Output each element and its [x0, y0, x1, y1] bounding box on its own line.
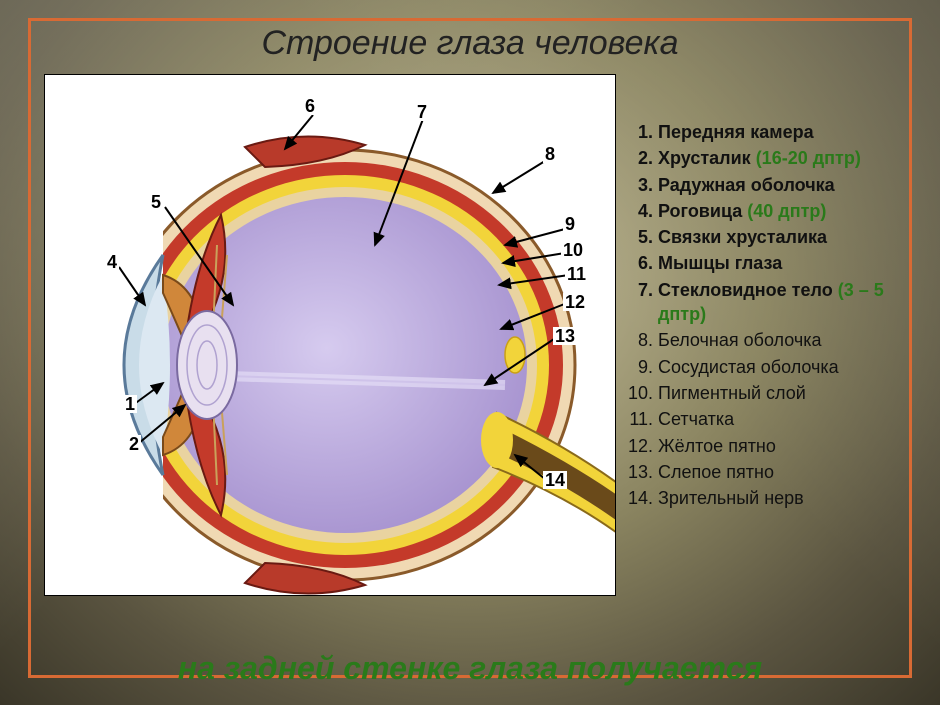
num-label-1: 1 — [123, 395, 137, 413]
slide-title: Строение глаза человека — [0, 24, 940, 63]
legend-item-9: Сосудистая оболочка — [658, 355, 920, 379]
num-label-6: 6 — [303, 97, 317, 115]
legend-item-11: Сетчатка — [658, 407, 920, 431]
num-label-10: 10 — [561, 241, 585, 259]
legend-item-5: Связки хрусталика — [658, 225, 920, 249]
legend-label: Зрительный нерв — [658, 488, 804, 508]
num-label-13: 13 — [553, 327, 577, 345]
legend-label: Передняя камера — [658, 122, 814, 142]
slide-stage: Строение глаза человека — [0, 0, 940, 705]
legend-item-7: Стекловидное тело (3 – 5 дптр) — [658, 278, 920, 327]
num-label-8: 8 — [543, 145, 557, 163]
num-label-14: 14 — [543, 471, 567, 489]
legend-item-8: Белочная оболочка — [658, 328, 920, 352]
num-label-9: 9 — [563, 215, 577, 233]
legend: Передняя камера Хрусталик (16-20 дптр) Рад… — [630, 120, 920, 512]
legend-note: (40 дптр) — [747, 201, 826, 221]
legend-item-14: Зрительный нерв — [658, 486, 920, 510]
legend-label: Пигментный слой — [658, 383, 806, 403]
legend-label: Связки хрусталика — [658, 227, 827, 247]
legend-item-1: Передняя камера — [658, 120, 920, 144]
num-label-2: 2 — [127, 435, 141, 453]
num-label-5: 5 — [149, 193, 163, 211]
legend-item-12: Жёлтое пятно — [658, 434, 920, 458]
legend-label: Сосудистая оболочка — [658, 357, 839, 377]
legend-label: Роговица — [658, 201, 742, 221]
num-label-11: 11 — [565, 265, 588, 283]
blind-spot — [481, 412, 513, 468]
legend-label: Белочная оболочка — [658, 330, 822, 350]
legend-item-3: Радужная оболочка — [658, 173, 920, 197]
legend-label: Стекловидное тело — [658, 280, 833, 300]
legend-label: Слепое пятно — [658, 462, 774, 482]
num-label-12: 12 — [563, 293, 587, 311]
legend-label: Хрусталик — [658, 148, 751, 168]
legend-label: Жёлтое пятно — [658, 436, 776, 456]
legend-note: (16-20 дптр) — [756, 148, 861, 168]
bottom-caption: на задней стенке глаза получается — [0, 650, 940, 687]
legend-label: Сетчатка — [658, 409, 734, 429]
legend-item-2: Хрусталик (16-20 дптр) — [658, 146, 920, 170]
legend-label: Мышцы глаза — [658, 253, 782, 273]
num-label-4: 4 — [105, 253, 119, 271]
eye-diagram: 124567891011121314 — [44, 74, 616, 596]
macula — [505, 337, 525, 373]
lens — [177, 311, 237, 419]
legend-item-13: Слепое пятно — [658, 460, 920, 484]
num-label-7: 7 — [415, 103, 429, 121]
legend-item-4: Роговица (40 дптр) — [658, 199, 920, 223]
legend-label: Радужная оболочка — [658, 175, 835, 195]
legend-item-10: Пигментный слой — [658, 381, 920, 405]
leader-arrow — [493, 161, 545, 193]
legend-item-6: Мышцы глаза — [658, 251, 920, 275]
legend-list: Передняя камера Хрусталик (16-20 дптр) Рад… — [630, 120, 920, 510]
eye-svg — [45, 75, 615, 595]
